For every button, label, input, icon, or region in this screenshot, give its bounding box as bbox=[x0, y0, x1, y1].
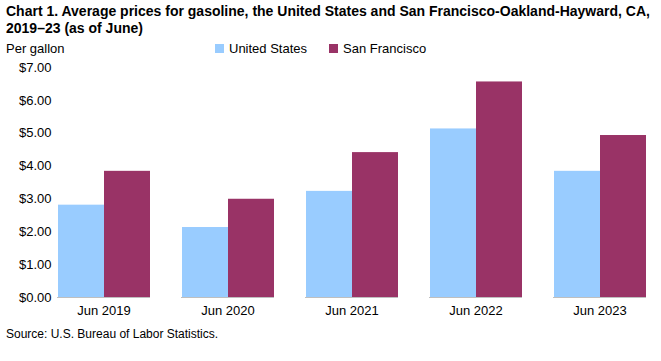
html-text:Chart 1. Average prices for ga: Chart 1. Average prices for gasoline, th… bbox=[6, 3, 650, 36]
svg-text:$6.00: $6.00 bbox=[19, 93, 52, 108]
svg-text:Jun 2021: Jun 2021 bbox=[325, 303, 379, 318]
svg-text:$1.00: $1.00 bbox=[19, 257, 52, 272]
html-text:United States: United States bbox=[229, 41, 307, 56]
svg-text:$7.00: $7.00 bbox=[19, 60, 52, 75]
svg-text:$5.00: $5.00 bbox=[19, 125, 52, 140]
svg-text:$4.00: $4.00 bbox=[19, 158, 52, 173]
svg-text:Jun 2023: Jun 2023 bbox=[573, 303, 627, 318]
svg-text:Jun 2022: Jun 2022 bbox=[449, 303, 503, 318]
svg-text:$0.00: $0.00 bbox=[19, 290, 52, 305]
html-text:Per gallon: Per gallon bbox=[6, 41, 65, 56]
html-text:San Francisco: San Francisco bbox=[343, 41, 427, 56]
svg-text:$2.00: $2.00 bbox=[19, 224, 52, 239]
svg-text:Jun 2019: Jun 2019 bbox=[77, 303, 131, 318]
svg-text:Jun 2020: Jun 2020 bbox=[201, 303, 255, 318]
svg-text:$3.00: $3.00 bbox=[19, 191, 52, 206]
html-text:Source: U.S. Bureau of Labor S: Source: U.S. Bureau of Labor Statistics. bbox=[6, 327, 219, 341]
